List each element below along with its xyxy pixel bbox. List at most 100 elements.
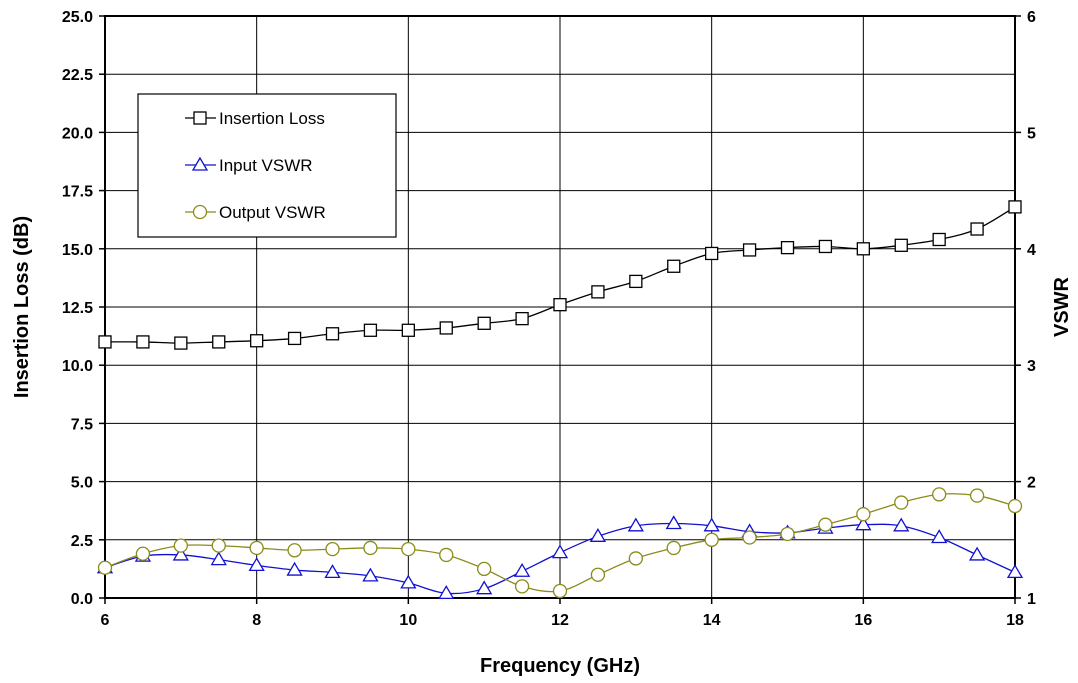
x-tick-label: 18 [1006, 612, 1024, 629]
data-point-input-vswr [589, 528, 607, 542]
data-point-insertion-loss [970, 222, 984, 236]
data-point-insertion-loss [174, 336, 188, 350]
data-point-insertion-loss [439, 321, 453, 335]
data-point-insertion-loss [818, 239, 833, 254]
axis-ticks: 6 8 10 12 14 16 180.02.55.07.510.012.515.017.5… [62, 9, 1036, 629]
y2-tick-label: 6 [1027, 9, 1036, 26]
legend-label: Output VSWR [219, 203, 326, 222]
x-tick-label: 10 [399, 612, 417, 629]
data-point-insertion-loss [856, 242, 870, 256]
data-point-insertion-loss [667, 259, 681, 273]
data-point-insertion-loss [1008, 200, 1022, 214]
data-point-insertion-loss [742, 243, 757, 257]
data-point-input-vswr [513, 562, 531, 577]
y-tick-label: 25.0 [62, 9, 93, 26]
y-tick-label: 12.5 [62, 300, 93, 317]
legend-item-insertion-loss: Insertion Loss [185, 109, 325, 128]
data-point-insertion-loss [705, 246, 719, 261]
data-point-output-vswr [818, 517, 833, 532]
legend-item-input-vswr: Input VSWR [185, 156, 313, 175]
data-point-insertion-loss [98, 335, 112, 349]
data-point-insertion-loss [401, 323, 415, 337]
y2-tick-label: 5 [1027, 125, 1036, 142]
data-point-insertion-loss [325, 327, 340, 341]
data-point-input-vswr [172, 546, 189, 561]
data-point-output-vswr [287, 543, 302, 558]
data-point-insertion-loss [629, 274, 643, 289]
y-tick-label: 10.0 [62, 358, 93, 375]
data-point-output-vswr [780, 526, 795, 542]
data-point-input-vswr [893, 517, 910, 532]
data-point-output-vswr [742, 530, 757, 545]
data-point-input-vswr [931, 529, 948, 544]
data-point-output-vswr [590, 567, 606, 582]
data-point-input-vswr [286, 561, 303, 576]
data-point-output-vswr [401, 541, 416, 557]
data-point-insertion-loss [477, 316, 491, 330]
data-point-output-vswr [552, 583, 568, 599]
y2-axis-title: VSWR [1051, 276, 1073, 337]
data-point-input-vswr [362, 567, 379, 582]
data-point-input-vswr [968, 546, 986, 561]
data-point-insertion-loss [932, 232, 946, 247]
data-point-insertion-loss [212, 335, 226, 349]
y-tick-label: 5.0 [71, 475, 93, 492]
y-tick-label: 2.5 [71, 533, 93, 550]
x-tick-label: 16 [854, 612, 872, 629]
y-tick-label: 7.5 [71, 416, 93, 433]
data-point-output-vswr [932, 487, 947, 502]
y-tick-label: 22.5 [62, 67, 93, 84]
data-point-output-vswr [97, 560, 113, 575]
data-point-input-vswr [248, 557, 265, 572]
data-point-input-vswr [627, 517, 644, 532]
data-point-input-vswr [476, 580, 493, 595]
data-point-output-vswr [514, 579, 530, 594]
data-point-input-vswr [703, 517, 720, 532]
data-point-input-vswr [324, 564, 341, 579]
data-point-output-vswr [666, 540, 681, 556]
x-tick-label: 8 [252, 612, 261, 629]
data-point-output-vswr [363, 540, 378, 556]
data-point-input-vswr [855, 516, 872, 531]
y2-tick-label: 1 [1027, 591, 1036, 608]
y-tick-label: 15.0 [62, 242, 93, 259]
data-point-insertion-loss [553, 298, 567, 312]
legend-swatch-marker [191, 156, 209, 171]
x-axis-title: Frequency (GHz) [480, 655, 640, 677]
y-tick-label: 17.5 [62, 184, 93, 201]
data-point-insertion-loss [136, 335, 150, 349]
y-axis-title: Insertion Loss (dB) [11, 216, 33, 398]
series-insertion-loss [98, 200, 1022, 350]
data-point-insertion-loss [894, 238, 908, 252]
data-point-insertion-loss [780, 240, 795, 255]
data-point-insertion-loss [363, 323, 378, 337]
data-point-input-vswr [210, 551, 227, 566]
data-point-output-vswr [477, 561, 492, 577]
data-point-output-vswr [628, 551, 643, 566]
legend-label: Insertion Loss [219, 109, 325, 128]
legend-label: Input VSWR [219, 156, 313, 175]
y-tick-label: 0.0 [71, 591, 93, 608]
legend-box [137, 93, 397, 238]
y-tick-label: 20.0 [62, 125, 93, 142]
legend: Insertion Loss Input VSWR Output VSWR [137, 93, 397, 238]
data-point-output-vswr [1007, 498, 1023, 514]
data-point-output-vswr [704, 532, 719, 547]
data-point-output-vswr [856, 507, 871, 522]
data-point-input-vswr [1006, 564, 1024, 579]
data-point-output-vswr [249, 540, 264, 556]
y2-tick-label: 4 [1027, 242, 1036, 259]
y2-tick-label: 2 [1027, 475, 1036, 492]
x-tick-label: 14 [703, 612, 721, 629]
data-point-input-vswr [665, 515, 682, 530]
data-point-output-vswr [969, 488, 985, 503]
legend-swatch-marker [192, 204, 208, 220]
data-point-output-vswr [173, 538, 188, 553]
data-point-insertion-loss [515, 311, 529, 326]
x-tick-label: 6 [101, 612, 110, 629]
series-output-vswr [97, 487, 1023, 599]
data-point-output-vswr [135, 546, 151, 561]
data-point-insertion-loss [250, 334, 264, 348]
data-point-output-vswr [894, 495, 909, 510]
